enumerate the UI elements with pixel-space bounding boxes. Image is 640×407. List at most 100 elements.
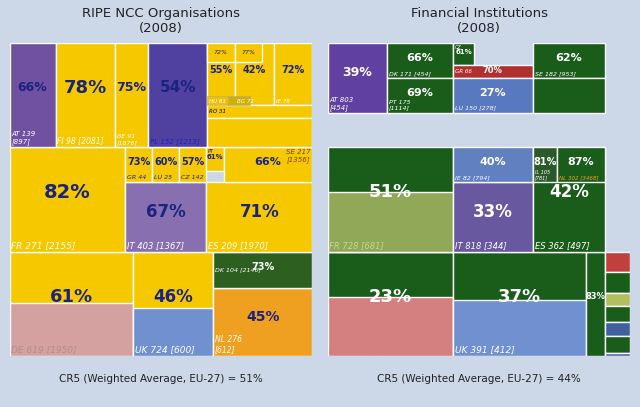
Bar bbox=[533, 43, 605, 78]
Bar bbox=[274, 43, 312, 105]
Bar bbox=[213, 288, 312, 356]
Bar bbox=[452, 65, 533, 78]
Bar bbox=[236, 43, 274, 105]
Bar bbox=[605, 322, 630, 336]
Text: SE 217
[1356]: SE 217 [1356] bbox=[286, 149, 310, 163]
Text: SE 182 [953]: SE 182 [953] bbox=[535, 71, 576, 76]
Text: CZ: CZ bbox=[454, 45, 461, 50]
Bar bbox=[328, 43, 387, 113]
Text: CR5 (Weighted Average, EU-27) = 44%: CR5 (Weighted Average, EU-27) = 44% bbox=[377, 374, 581, 384]
Text: GR 44: GR 44 bbox=[127, 175, 147, 180]
Bar bbox=[533, 147, 557, 182]
Bar bbox=[533, 147, 605, 252]
Text: DE 1989 [191]: DE 1989 [191] bbox=[330, 345, 395, 354]
Bar bbox=[207, 105, 312, 118]
Bar bbox=[328, 297, 452, 356]
Text: RIPE NCC Organisations
(2008): RIPE NCC Organisations (2008) bbox=[82, 7, 240, 35]
Bar bbox=[125, 182, 206, 252]
Text: 40%: 40% bbox=[479, 157, 506, 167]
Bar bbox=[10, 303, 133, 356]
Bar bbox=[206, 147, 223, 171]
Bar bbox=[148, 43, 207, 147]
Bar bbox=[10, 43, 56, 147]
Text: 83%: 83% bbox=[586, 292, 605, 301]
Bar bbox=[452, 300, 586, 356]
Text: 27%: 27% bbox=[479, 88, 506, 98]
Text: 87%: 87% bbox=[568, 157, 594, 167]
Bar bbox=[152, 147, 179, 182]
Bar bbox=[133, 252, 213, 356]
Text: GR 66: GR 66 bbox=[454, 69, 472, 74]
Text: 67%: 67% bbox=[146, 203, 186, 221]
Text: 61%: 61% bbox=[50, 288, 93, 306]
Text: 77%: 77% bbox=[241, 50, 255, 55]
Text: 42%: 42% bbox=[549, 183, 589, 201]
Text: 42%: 42% bbox=[243, 65, 266, 75]
Text: IT 403 [1367]: IT 403 [1367] bbox=[127, 241, 184, 250]
Text: IE 82 [794]: IE 82 [794] bbox=[454, 175, 490, 180]
Text: 72%: 72% bbox=[282, 65, 305, 75]
Text: 70%: 70% bbox=[483, 66, 503, 75]
Text: 61%: 61% bbox=[455, 49, 472, 55]
Text: 71%: 71% bbox=[239, 203, 279, 221]
Text: RO 31: RO 31 bbox=[209, 109, 226, 114]
Text: IE 78: IE 78 bbox=[276, 98, 289, 103]
Text: 78%: 78% bbox=[64, 79, 107, 96]
Text: PT: PT bbox=[208, 149, 214, 154]
Text: CR5 (Weighted Average, EU-27) = 51%: CR5 (Weighted Average, EU-27) = 51% bbox=[59, 374, 263, 384]
Text: PL 152 [1213]: PL 152 [1213] bbox=[150, 138, 200, 145]
Bar bbox=[452, 182, 533, 252]
Bar bbox=[605, 252, 630, 271]
Text: 61%: 61% bbox=[207, 155, 223, 160]
Text: 66%: 66% bbox=[18, 81, 47, 94]
Text: AT 139
[897]: AT 139 [897] bbox=[12, 131, 36, 145]
Bar bbox=[328, 252, 452, 356]
Bar bbox=[207, 118, 312, 147]
Bar bbox=[605, 353, 630, 356]
Text: FR 728 [681]: FR 728 [681] bbox=[330, 241, 384, 250]
Bar bbox=[10, 147, 125, 252]
Bar bbox=[228, 96, 250, 105]
Text: 33%: 33% bbox=[473, 203, 513, 221]
Bar bbox=[452, 43, 474, 65]
Bar bbox=[179, 147, 206, 182]
Text: 57%: 57% bbox=[181, 157, 204, 167]
Text: AT 803
[454]: AT 803 [454] bbox=[330, 97, 354, 111]
Bar bbox=[207, 43, 234, 61]
Bar bbox=[387, 43, 452, 78]
Text: 51%: 51% bbox=[369, 183, 412, 201]
Text: 72%: 72% bbox=[214, 50, 228, 55]
Bar bbox=[115, 43, 148, 147]
Bar bbox=[452, 252, 586, 356]
Bar bbox=[605, 293, 630, 306]
Text: 55%: 55% bbox=[210, 65, 233, 75]
Bar bbox=[452, 147, 533, 182]
Bar bbox=[387, 78, 452, 113]
Bar bbox=[206, 182, 312, 252]
Text: 75%: 75% bbox=[116, 81, 147, 94]
Text: NL 302 [3468]: NL 302 [3468] bbox=[559, 175, 598, 180]
Text: 54%: 54% bbox=[159, 80, 196, 95]
Bar bbox=[207, 96, 228, 105]
Text: 37%: 37% bbox=[498, 288, 541, 306]
Bar bbox=[125, 147, 152, 182]
Text: DK 171 [454]: DK 171 [454] bbox=[389, 71, 431, 76]
Text: 66%: 66% bbox=[255, 157, 282, 167]
Bar bbox=[452, 78, 533, 113]
Text: LU 25: LU 25 bbox=[154, 175, 172, 180]
Text: 39%: 39% bbox=[342, 66, 372, 79]
Text: UK 724 [600]: UK 724 [600] bbox=[135, 345, 195, 354]
Text: CZ 142: CZ 142 bbox=[181, 175, 204, 180]
Text: DE 619 [1950]: DE 619 [1950] bbox=[12, 345, 77, 354]
Text: FI 98 [2081]: FI 98 [2081] bbox=[58, 136, 104, 145]
Text: 66%: 66% bbox=[406, 53, 433, 63]
Bar bbox=[586, 252, 605, 356]
Text: Financial Institutions
(2008): Financial Institutions (2008) bbox=[410, 7, 548, 35]
Text: 46%: 46% bbox=[154, 288, 193, 306]
Text: NL 276
[612]: NL 276 [612] bbox=[215, 335, 242, 354]
Bar bbox=[207, 43, 236, 105]
Bar bbox=[605, 271, 630, 293]
Text: 73%: 73% bbox=[127, 157, 150, 167]
Text: 69%: 69% bbox=[406, 88, 433, 98]
Text: PT 175
[1114]: PT 175 [1114] bbox=[389, 100, 411, 111]
